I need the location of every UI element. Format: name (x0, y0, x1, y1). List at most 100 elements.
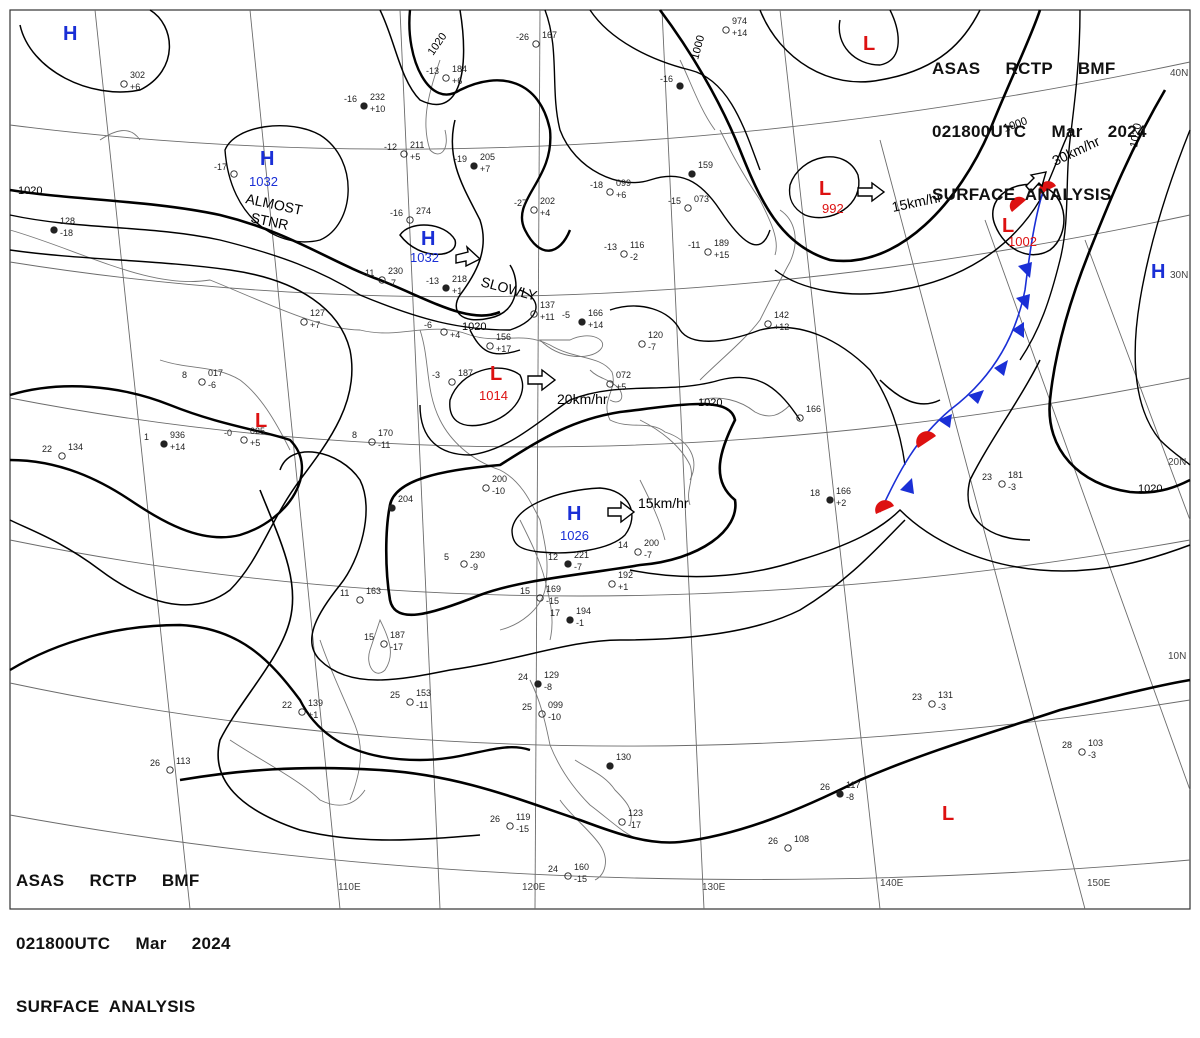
station-d: +11 (540, 312, 555, 322)
station-d: -10 (548, 712, 561, 722)
station-circle-icon (928, 700, 936, 708)
header-bottom-left: ASAS RCTP BMF 021800UTC Mar 2024 SURFACE… (16, 828, 231, 1038)
isobar-label: 1000 (689, 34, 707, 61)
isobar-label: 1020 (698, 397, 722, 409)
station-t: -11 (362, 268, 374, 278)
station-p: 108 (794, 834, 809, 844)
station-p: 170 (378, 428, 393, 438)
station-plot: 159 (688, 160, 713, 178)
station-plot: 137+11 (530, 300, 555, 322)
station-plot: 8 017 -6 (182, 368, 223, 390)
stationary-label: STNR (249, 209, 290, 233)
motion-label: SLOWLY (479, 273, 539, 303)
cold-front-marker (1012, 322, 1024, 338)
station-plot: -12 211 +5 (384, 140, 424, 162)
station-t: 1 (144, 432, 149, 442)
station-plot: 26 119 -15 (490, 812, 530, 834)
station-plot: 5 230 -9 (444, 550, 485, 572)
isobars (9, 9, 1191, 844)
high-pressure-value: 1026 (560, 528, 589, 543)
cold-front-marker (1018, 262, 1032, 278)
station-plot: 128-18 (50, 216, 75, 238)
station-plot: 24 129 -8 (518, 670, 559, 692)
station-t: -17 (214, 162, 227, 172)
station-plot: 120-7 (638, 330, 663, 352)
station-t: 26 (820, 782, 830, 792)
station-circle-icon (606, 380, 614, 388)
station-d: -9 (470, 562, 478, 572)
station-d: -7 (388, 278, 396, 288)
station-p: 192 (618, 570, 633, 580)
high-pressure-value: 1032 (249, 174, 278, 189)
station-plot: 15 187 -17 (364, 630, 405, 652)
station-d: -2 (630, 252, 638, 262)
station-circle-icon (356, 596, 364, 604)
station-circle-icon (120, 80, 128, 88)
low-center: L (863, 33, 875, 55)
station-plot: 24 160 -15 (548, 862, 589, 884)
station-circle-icon (998, 480, 1006, 488)
station-plot: -26 167 (516, 30, 557, 48)
station-circle-icon (530, 206, 538, 214)
station-circle-icon (784, 844, 792, 852)
station-plot: 200-10 (482, 474, 507, 496)
station-t: 5 (444, 552, 449, 562)
header-line-2: 021800UTC Mar 2024 (932, 122, 1147, 141)
station-p: 123 (628, 808, 643, 818)
station-d: -17 (628, 820, 641, 830)
lon-label: 110E (338, 882, 361, 893)
station-circle-icon (764, 320, 772, 328)
station-p: 189 (714, 238, 729, 248)
station-circle-icon (538, 710, 546, 718)
cold-front-marker (938, 414, 952, 428)
station-plots: -16 232+10-13 184+6-26 167-12 211+5 -19 205+7-… (42, 16, 1103, 884)
station-d: +5 (616, 382, 626, 392)
station-p: 187 (390, 630, 405, 640)
station-d: -10 (492, 486, 505, 496)
station-plot: 18 166 +2 (810, 486, 851, 508)
station-circle-icon (608, 580, 616, 588)
station-d: -11 (416, 700, 428, 710)
lat-label: 40N (1170, 68, 1188, 79)
station-circle-icon (722, 26, 730, 34)
station-d: -11 (378, 440, 390, 450)
cold-front-marker (994, 360, 1008, 376)
station-t: -13 (426, 276, 439, 286)
station-p: 166 (836, 486, 851, 496)
station-plot: -13 116 -2 (604, 240, 644, 262)
station-circle-icon (298, 708, 306, 716)
station-d: -8 (846, 792, 854, 802)
station-p: 113 (176, 756, 190, 766)
station-circle-icon (564, 560, 572, 568)
station-d: +17 (496, 344, 511, 354)
station-circle-icon (442, 284, 450, 292)
station-plot: 22 134 (42, 442, 83, 460)
station-p: 974 (732, 16, 747, 26)
station-t: 22 (282, 700, 292, 710)
station-p: 221 (574, 550, 589, 560)
station-circle-icon (300, 318, 308, 326)
station-d: +7 (480, 164, 490, 174)
low-pressure-value: 1014 (479, 388, 508, 403)
station-circle-icon (676, 82, 684, 90)
station-circle-icon (564, 872, 572, 880)
station-p: 232 (370, 92, 385, 102)
station-d: -15 (516, 824, 529, 834)
station-t: -13 (426, 66, 439, 76)
station-circle-icon (618, 818, 626, 826)
station-plot: 26 117 -8 (820, 780, 860, 802)
station-d: +5 (410, 152, 420, 162)
station-d: -7 (574, 562, 582, 572)
station-p: 153 (416, 688, 431, 698)
station-p: 184 (452, 64, 467, 74)
station-p: 187 (458, 368, 473, 378)
station-circle-icon (460, 560, 468, 568)
station-plot: 130 (606, 752, 631, 770)
station-plot: 166 (796, 404, 821, 422)
station-p: 119 (516, 812, 530, 822)
station-t: -27 (514, 198, 527, 208)
station-p: 117 (846, 780, 860, 790)
motion-label: 20km/hr (557, 391, 608, 407)
station-t: -26 (516, 32, 529, 42)
station-d: -3 (1088, 750, 1096, 760)
